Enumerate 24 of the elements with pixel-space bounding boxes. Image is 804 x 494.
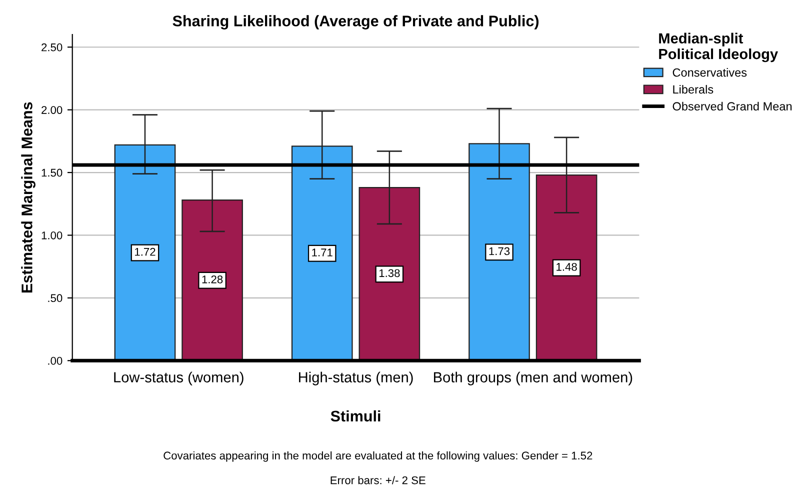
data-label: 1.38 xyxy=(379,269,400,278)
y-axis-title: Estimated Marginal Means xyxy=(21,102,36,293)
data-label: 1.71 xyxy=(312,248,332,256)
legend-label: Liberals xyxy=(673,84,714,94)
legend-label: Observed Grand Mean xyxy=(672,102,792,111)
x-tick-label: Both groups (men and women) xyxy=(434,372,632,386)
data-label: 1.72 xyxy=(135,248,156,256)
data-label: 1.48 xyxy=(556,262,577,271)
y-tick-label: 2.50 xyxy=(42,43,62,52)
text: Error bars: +/- 2 SE xyxy=(330,476,426,484)
data-label: 1.73 xyxy=(489,247,510,256)
y-tick-label: .50 xyxy=(48,294,62,302)
data-label: 1.28 xyxy=(202,275,223,284)
x-tick-label: Low-status (women) xyxy=(114,372,244,386)
text: Covariates appearing in the model are evaluated at the following values: Gender = 1.52 xyxy=(164,451,592,462)
y-tick-label: 2.00 xyxy=(42,106,62,114)
y-tick-label: 1.00 xyxy=(42,231,62,240)
legend-title: Median-split Political Ideology xyxy=(659,32,778,62)
y-tick-label: .00 xyxy=(48,356,62,365)
chart-title: Sharing Likelihood (Average of Private and Public) xyxy=(172,15,539,30)
x-axis-title: Stimuli xyxy=(330,410,380,422)
x-tick-label: High-status (men) xyxy=(299,372,413,386)
y-tick-label: 1.50 xyxy=(42,168,62,177)
legend-label: Conservatives xyxy=(672,68,747,77)
